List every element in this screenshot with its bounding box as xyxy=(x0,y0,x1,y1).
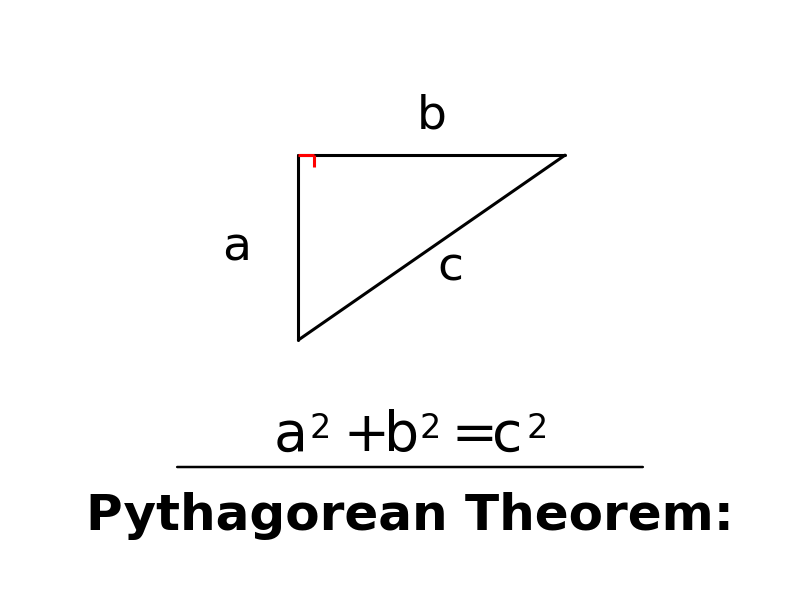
Text: c: c xyxy=(492,409,522,463)
Text: c: c xyxy=(438,246,463,291)
Text: 2: 2 xyxy=(420,412,442,445)
Text: 2: 2 xyxy=(310,412,331,445)
Text: Pythagorean Theorem:: Pythagorean Theorem: xyxy=(86,493,734,541)
Text: b: b xyxy=(417,94,446,139)
Text: =: = xyxy=(434,409,515,463)
Text: a: a xyxy=(222,225,251,270)
Text: +: + xyxy=(326,409,408,463)
Text: a: a xyxy=(274,409,308,463)
Text: b: b xyxy=(384,409,419,463)
Text: 2: 2 xyxy=(526,412,548,445)
